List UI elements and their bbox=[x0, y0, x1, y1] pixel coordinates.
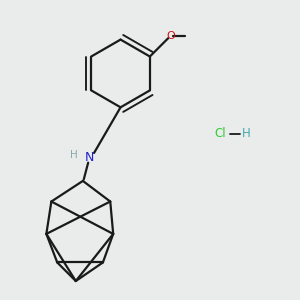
Text: Cl: Cl bbox=[215, 127, 226, 140]
Text: O: O bbox=[166, 31, 175, 41]
Text: H: H bbox=[242, 127, 251, 140]
Text: N: N bbox=[85, 151, 94, 164]
Text: H: H bbox=[70, 150, 78, 160]
